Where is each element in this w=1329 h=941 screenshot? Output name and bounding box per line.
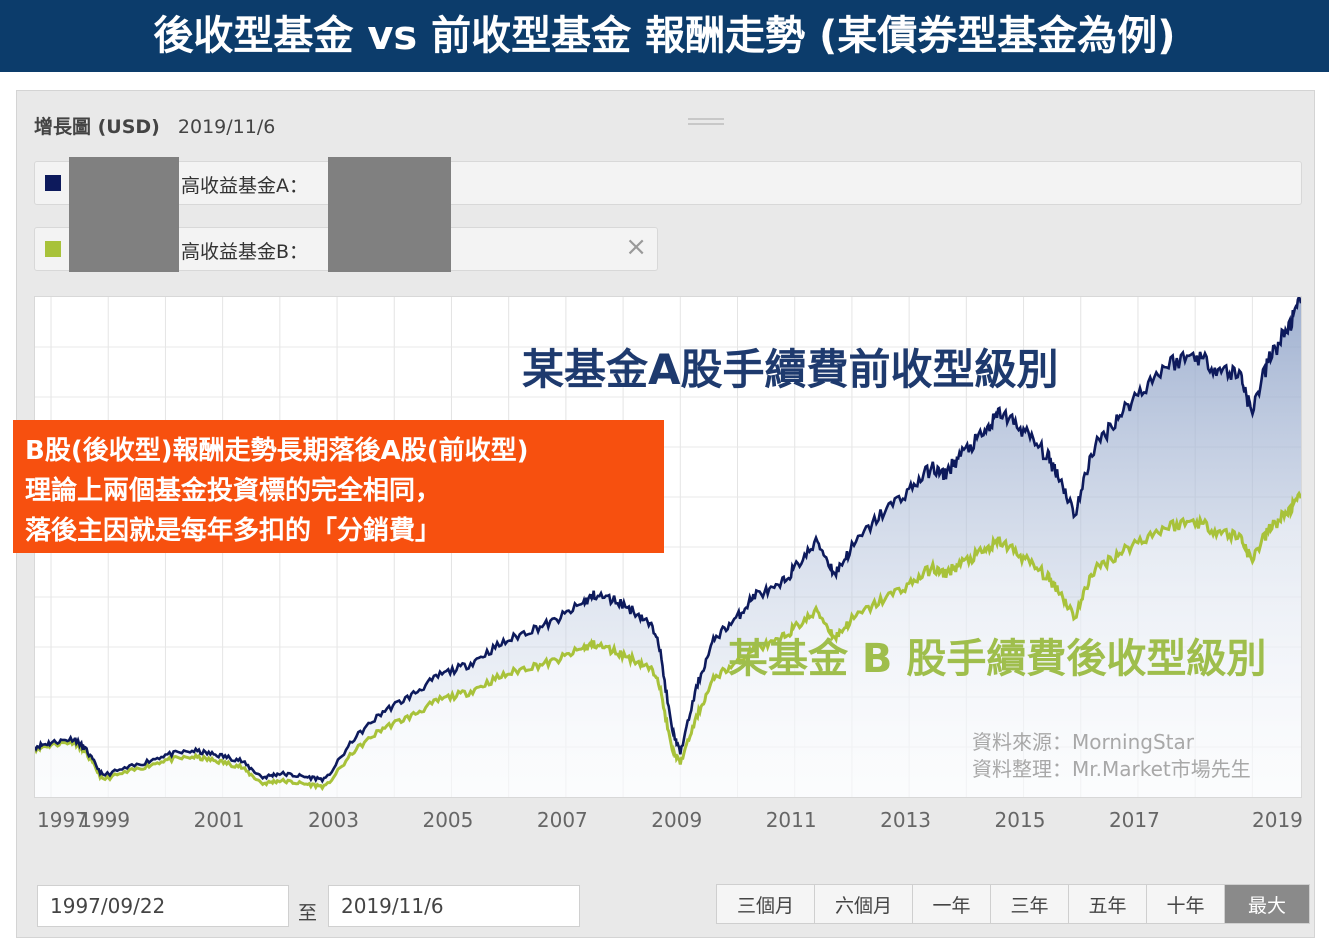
compiler-note: 資料整理：Mr.Market市場先生	[972, 757, 1251, 781]
start-date-input[interactable]	[38, 886, 288, 926]
x-tick-label: 2001	[193, 808, 245, 832]
start-date-field[interactable]	[37, 885, 289, 927]
legend-item-a[interactable]: 高收益基金A：	[34, 161, 1302, 205]
x-tick-label: 2003	[308, 808, 359, 832]
end-date-field[interactable]	[328, 885, 580, 927]
chart-header-date: 2019/11/6	[177, 116, 276, 138]
range-buttons: 三個月 六個月 一年 三年 五年 十年 最大	[716, 884, 1310, 924]
callout-line-3: 落後主因就是每年多扣的「分銷費」	[25, 516, 442, 546]
title-banner	[0, 0, 1329, 72]
x-tick-label: 2013	[880, 808, 932, 832]
x-tick-label: 2019	[1252, 808, 1303, 832]
series-area-b	[35, 493, 1301, 797]
source-note: 資料來源：MorningStar	[972, 730, 1194, 754]
legend-swatch-b	[45, 241, 61, 257]
range-button[interactable]: 十年	[1147, 885, 1225, 923]
x-tick-label: 2009	[651, 808, 703, 832]
annotation-series-a: 某基金A股手續費前收型級別	[522, 345, 1059, 394]
end-date-input[interactable]	[329, 886, 579, 926]
banner-title: 後收型基金 vs 前收型基金 報酬走勢 (某債券型基金為例)	[153, 13, 1176, 59]
callout-box: B股(後收型)報酬走勢長期落後A股(前收型) 理論上兩個基金投資標的完全相同， …	[13, 420, 664, 553]
chart-svg	[35, 297, 1301, 797]
drag-handle[interactable]	[688, 118, 724, 130]
x-tick-label: 2015	[994, 808, 1046, 832]
range-button[interactable]: 六個月	[815, 885, 913, 923]
x-tick-label: 2017	[1108, 808, 1160, 832]
x-tick-label: 2005	[422, 808, 474, 832]
range-button[interactable]: 一年	[913, 885, 991, 923]
callout-line-2: 理論上兩個基金投資標的完全相同，	[25, 476, 442, 506]
legend-label-a: 高收益基金A：	[181, 175, 308, 197]
range-button[interactable]: 最大	[1225, 885, 1309, 923]
callout-line-1: B股(後收型)報酬走勢長期落後A股(前收型)	[25, 436, 529, 466]
legend-label-b: 高收益基金B：	[181, 241, 309, 263]
x-tick-label: 2011	[765, 808, 817, 832]
chart-header-title: 增長圖 (USD)	[34, 116, 160, 138]
series-line-a	[35, 297, 1301, 784]
x-tick-label: 1999	[79, 808, 131, 832]
series-line-b	[35, 490, 1301, 792]
redaction-block	[69, 157, 179, 272]
redaction-block	[328, 157, 451, 272]
range-button[interactable]: 三年	[991, 885, 1069, 923]
chart-header: 增長圖 (USD) 2019/11/6	[34, 112, 275, 139]
range-button[interactable]: 五年	[1069, 885, 1147, 923]
range-button[interactable]: 三個月	[717, 885, 815, 923]
range-separator: 至	[298, 902, 318, 924]
growth-chart	[34, 296, 1302, 798]
x-tick-label: 1997	[37, 808, 88, 832]
x-tick-label: 2007	[536, 808, 588, 832]
legend-swatch-a	[45, 175, 61, 191]
annotation-series-b: 某基金 B 股手續費後收型級別	[728, 636, 1267, 682]
close-icon[interactable]: ×	[625, 232, 647, 262]
